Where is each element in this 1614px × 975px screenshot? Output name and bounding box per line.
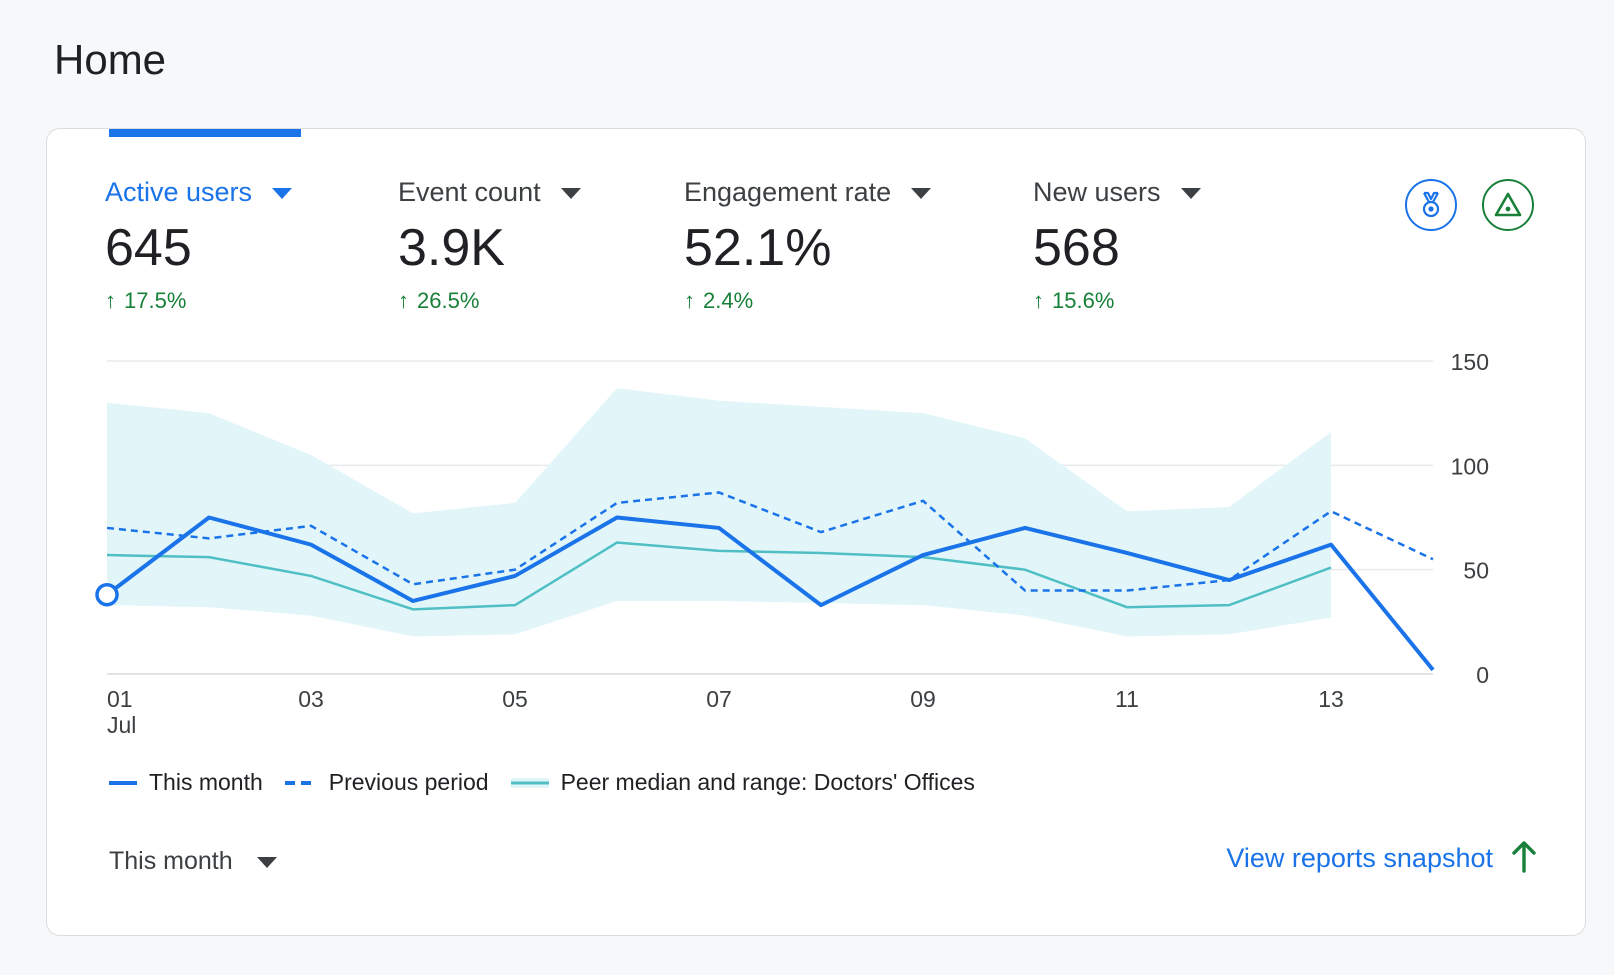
arrow-up-icon: ↑ — [398, 288, 409, 313]
x-tick-sublabel: Jul — [107, 712, 136, 738]
metric-tab-event-count[interactable]: Event count 3.9K ↑ 26.5% — [398, 177, 581, 314]
metric-change: 26.5% — [417, 288, 480, 313]
arrow-up-icon: ↑ — [105, 288, 116, 313]
band-swatch — [510, 777, 549, 788]
caret-down-icon — [272, 188, 293, 199]
metric-label: Event count — [398, 177, 541, 207]
metric-tab-active-users[interactable]: Active users 645 ↑ 17.5% — [105, 177, 293, 314]
triangle-alert-icon — [1494, 192, 1522, 217]
x-tick-label: 01 — [107, 686, 133, 712]
view-reports-snapshot-link[interactable]: View reports snapshot — [1226, 843, 1493, 873]
arrow-up-icon: ↑ — [1033, 288, 1044, 313]
arrow-up-icon[interactable] — [1511, 839, 1537, 873]
medal-icon — [1422, 191, 1440, 218]
metric-label: New users — [1033, 177, 1161, 207]
legend-label: Previous period — [328, 769, 489, 795]
y-tick-label: 150 — [1451, 351, 1489, 375]
y-tick-label: 50 — [1463, 558, 1489, 584]
insights-button[interactable] — [1482, 179, 1534, 231]
legend-label: Peer median and range: Doctors' Offices — [560, 769, 975, 795]
legend-item-previous-period: Previous period — [284, 769, 489, 796]
metric-change: 17.5% — [124, 288, 187, 313]
x-tick-label: 05 — [502, 686, 528, 712]
legend-item-this-month: This month — [109, 769, 263, 796]
metric-label: Engagement rate — [684, 177, 892, 207]
legend-item-peer: Peer median and range: Doctors' Offices — [510, 769, 975, 796]
caret-down-icon — [1180, 188, 1201, 199]
x-tick-label: 07 — [706, 686, 732, 712]
metric-value: 3.9K — [398, 219, 505, 277]
metric-tab-new-users[interactable]: New users 568 ↑ 15.6% — [1033, 177, 1201, 314]
y-tick-label: 0 — [1476, 662, 1489, 688]
x-tick-label: 09 — [910, 686, 936, 712]
legend-label: This month — [149, 769, 263, 795]
date-range-label: This month — [109, 847, 233, 875]
metric-change: 2.4% — [703, 288, 754, 313]
metric-value: 52.1% — [684, 219, 832, 277]
hover-point-marker[interactable] — [95, 582, 119, 607]
x-tick-label: 03 — [298, 686, 324, 712]
active-tab-indicator — [109, 129, 301, 137]
x-tick-label: 11 — [1115, 686, 1139, 712]
this-month-line — [105, 515, 1435, 672]
y-tick-label: 100 — [1451, 453, 1489, 479]
metric-label: Active users — [105, 177, 253, 207]
peer-range-band — [107, 388, 1331, 637]
previous-period-line — [106, 491, 1434, 592]
overview-card: Active users 645 ↑ 17.5% Event count 3.9… — [46, 128, 1586, 936]
caret-down-icon — [256, 857, 277, 868]
benchmark-badge-button[interactable] — [1405, 179, 1457, 231]
caret-down-icon — [560, 188, 581, 199]
x-tick-label: 13 — [1318, 686, 1344, 712]
page-title: Home — [54, 36, 167, 83]
date-range-select[interactable]: This month — [109, 847, 277, 876]
active-users-chart: 0 50 100 150 01 03 05 07 09 11 13 Jul — [95, 351, 1489, 738]
metric-value: 645 — [105, 219, 192, 277]
dashed-line-swatch — [284, 780, 317, 785]
metric-value: 568 — [1033, 219, 1120, 277]
metric-change: 15.6% — [1052, 288, 1115, 313]
chart-legend: This month Previous period Peer median a… — [109, 769, 997, 796]
solid-line-swatch — [109, 780, 137, 785]
arrow-up-icon: ↑ — [684, 288, 695, 313]
peer-median-line — [106, 541, 1332, 611]
metric-tab-engagement-rate[interactable]: Engagement rate 52.1% ↑ 2.4% — [684, 177, 932, 314]
caret-down-icon — [911, 188, 932, 199]
